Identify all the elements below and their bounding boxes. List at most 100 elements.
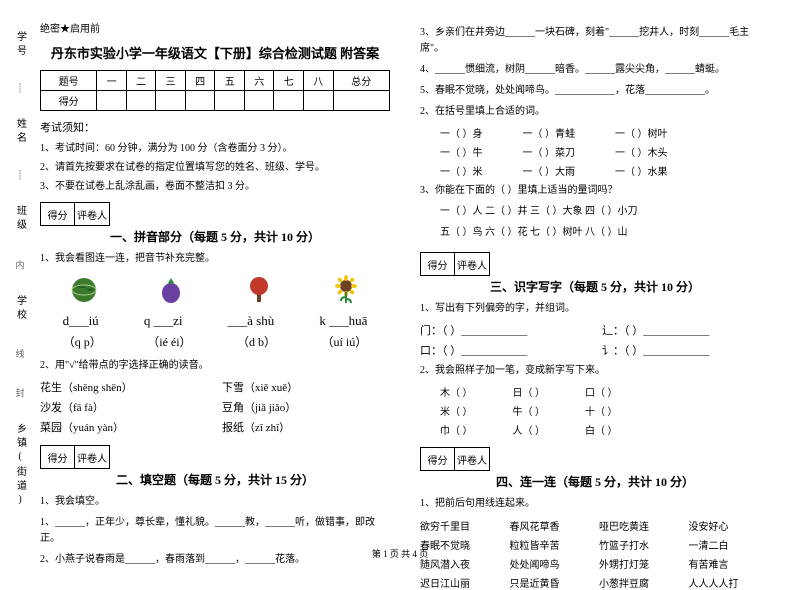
pinyin: d___iú	[63, 313, 99, 329]
radical: 门：（ ）____________	[420, 322, 588, 338]
secret-label: 绝密★启用前	[40, 20, 390, 35]
reviewer-cell: 评卷人	[75, 202, 110, 226]
th: 六	[244, 71, 274, 91]
word: 豆角（jiǎ jiǎo）	[222, 399, 390, 415]
section-2-title: 二、填空题（每题 5 分，共计 15 分）	[40, 471, 390, 488]
score-head-row: 题号 一 二 三 四 五 六 七 八 总分	[41, 71, 390, 91]
word: 花生（shēng shēn）	[40, 379, 208, 395]
measure: 一（ ）青蛙	[523, 125, 576, 140]
fill-line: 5、春眠不觉晓，处处闻啼鸟。____________，花落___________…	[420, 83, 770, 99]
measure: 一（ ）树叶	[615, 125, 668, 140]
notice-heading: 考试须知：	[40, 119, 390, 135]
q2-2: 2、在括号里填上合适的词。	[420, 104, 770, 120]
connect-item: 欲穷千里目	[420, 518, 502, 533]
q3-1: 1、写出有下列偏旁的字，并组词。	[420, 301, 770, 317]
measure-line: 五（ ）鸟 六（ ）花 七（ ）树叶 八（ ）山	[440, 225, 770, 241]
stroke: 巾（ ）	[440, 422, 473, 437]
word-row: 沙发（fā fà） 豆角（jiǎ jiǎo）	[40, 399, 390, 415]
word: 下雪（xiě xuě）	[222, 379, 390, 395]
exam-title: 丹东市实验小学一年级语文【下册】综合检测试题 附答案	[40, 43, 390, 62]
stroke-row: 巾（ ） 人（ ） 白（ ）	[440, 422, 770, 437]
fill-line: 1、______，正年少，尊长辈，懂礼貌。______教，______听，做错事…	[40, 515, 390, 547]
section-4-title: 四、连一连（每题 5 分，共计 10 分）	[420, 473, 770, 490]
connect-item: 人人人人打	[689, 575, 771, 590]
measure: 一（ ）水果	[615, 163, 668, 178]
measure: 一（ ）牛	[440, 144, 483, 159]
fill-line: 4、______惯细流，树阴______暗香。______露尖尖角，______…	[420, 62, 770, 78]
section-1-title: 一、拼音部分（每题 5 分，共计 10 分）	[40, 228, 390, 245]
label-school: 学校	[13, 295, 28, 323]
reviewer-cell: 评卷人	[455, 447, 490, 471]
word-row: 花生（shēng shēn） 下雪（xiě xuě）	[40, 379, 390, 395]
td: 得分	[41, 91, 97, 111]
stroke: 人（ ）	[513, 422, 546, 437]
q1-1: 1、我会看图连一连，把音节补充完整。	[40, 251, 390, 267]
pinyin-choice: （uí iú）	[322, 333, 368, 350]
radical-row: 门：（ ）____________ 辶：（ ）____________	[420, 322, 770, 338]
th: 五	[215, 71, 245, 91]
sunflower-icon	[331, 275, 361, 305]
seal-line: ┊	[5, 83, 35, 94]
stroke: 十（ ）	[585, 403, 618, 418]
stroke: 白（ ）	[585, 422, 618, 437]
connect-item: 小葱拌豆腐	[599, 575, 681, 590]
measure-row: 一（ ）身 一（ ）青蛙 一（ ）树叶	[440, 125, 770, 140]
stroke: 木（ ）	[440, 384, 473, 399]
icon-row	[40, 275, 390, 305]
connect-item: 哑巴吃黄连	[599, 518, 681, 533]
q2-3: 3、你能在下面的（ ）里填上适当的量词吗？	[420, 183, 770, 199]
seal-mark: 内	[5, 258, 35, 271]
globe-icon	[69, 275, 99, 305]
th: 三	[156, 71, 186, 91]
q4-1: 1、把前后句用线连起来。	[420, 496, 770, 512]
stroke: 口（ ）	[585, 384, 618, 399]
word-row: 菜园（yuán yàn） 报纸（zǐ zhǐ）	[40, 419, 390, 435]
pinyin: ___à shù	[228, 313, 275, 329]
notice-item: 3、不要在试卷上乱涂乱画，卷面不整洁扣 3 分。	[40, 177, 390, 192]
pinyin-row: d___iú q ___zi ___à shù k ___huā	[40, 313, 390, 329]
left-column: 绝密★启用前 丹东市实验小学一年级语文【下册】综合检测试题 附答案 题号 一 二…	[40, 20, 390, 590]
word: 菜园（yuán yàn）	[40, 419, 208, 435]
stroke-row: 木（ ） 日（ ） 口（ ）	[440, 384, 770, 399]
measure-line: 一（ ）人 二（ ）井 三（ ）大象 四（ ）小刀	[440, 204, 770, 220]
th: 一	[97, 71, 127, 91]
th: 四	[185, 71, 215, 91]
pinyin: k ___huā	[319, 313, 367, 329]
th: 二	[126, 71, 156, 91]
q2-1: 1、我会填空。	[40, 494, 390, 510]
score-table: 题号 一 二 三 四 五 六 七 八 总分 得分	[40, 70, 390, 111]
radical: 口：（ ）____________	[420, 342, 588, 358]
measure: 一（ ）菜刀	[523, 144, 576, 159]
fill-line: 3、乡亲们在井旁边______一块石碑，刻着"______挖井人，时刻_____…	[420, 25, 770, 57]
score-entry-box: 得分 评卷人	[420, 447, 490, 471]
q3-2: 2、我会照样子加一笔，变成新字写下来。	[420, 363, 770, 379]
seal-mark: 封	[5, 386, 35, 399]
label-class: 班级	[13, 205, 28, 233]
measure-row: 一（ ）米 一（ ）大雨 一（ ）水果	[440, 163, 770, 178]
score-cell: 得分	[40, 202, 75, 226]
th: 总分	[333, 71, 390, 91]
page-number: 第 1 页 共 4 页	[0, 547, 800, 560]
pinyin: q ___zi	[144, 313, 183, 329]
word: 沙发（fā fà）	[40, 399, 208, 415]
tree-icon	[244, 275, 274, 305]
score-value-row: 得分	[41, 91, 390, 111]
score-entry-box: 得分 评卷人	[40, 445, 110, 469]
th: 七	[274, 71, 304, 91]
notice-item: 2、请首先按要求在试卷的指定位置填写您的姓名、班级、学号。	[40, 158, 390, 173]
connect-item: 没安好心	[689, 518, 771, 533]
reviewer-cell: 评卷人	[455, 252, 490, 276]
score-cell: 得分	[40, 445, 75, 469]
connect-item: 迟日江山丽	[420, 575, 502, 590]
radical-row: 口：（ ）____________ 讠：（ ）____________	[420, 342, 770, 358]
eggplant-icon	[156, 275, 186, 305]
word: 报纸（zǐ zhǐ）	[222, 419, 390, 435]
notice-item: 1、考试时间：60 分钟，满分为 100 分（含卷面分 3 分）。	[40, 139, 390, 154]
label-student-id: 学号	[13, 31, 28, 59]
q1-2: 2、用"√"给带点的字选择正确的读音。	[40, 358, 390, 374]
measure: 一（ ）大雨	[523, 163, 576, 178]
stroke: 日（ ）	[513, 384, 546, 399]
radical: 辶：（ ）____________	[602, 322, 770, 338]
radical: 讠：（ ）____________	[602, 342, 770, 358]
connect-item: 只是近黄昏	[510, 575, 592, 590]
